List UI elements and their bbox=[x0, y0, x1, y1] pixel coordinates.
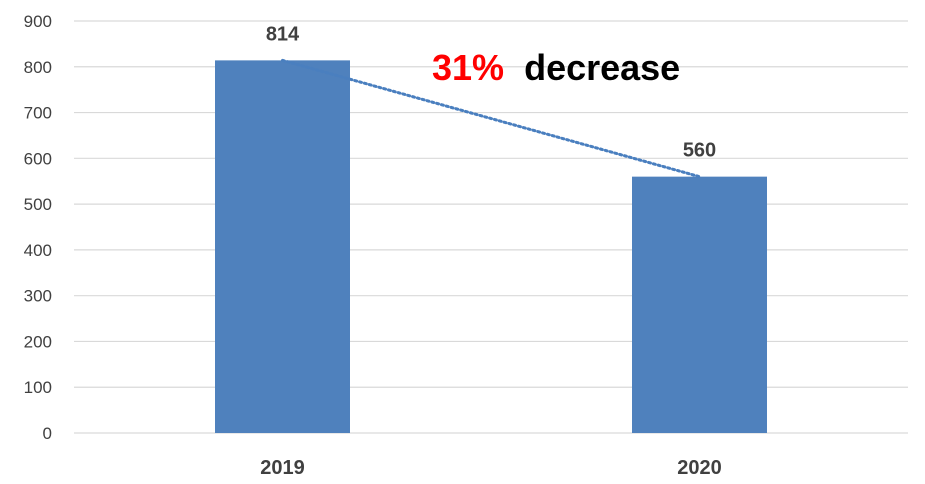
y-tick-label: 700 bbox=[24, 104, 52, 123]
data-labels: 814 560 bbox=[266, 23, 716, 161]
decrease-annotation: 31% decrease bbox=[432, 47, 680, 88]
bar-2019 bbox=[215, 60, 350, 433]
bar-2020 bbox=[632, 176, 767, 433]
trendline bbox=[281, 58, 701, 179]
y-tick-label: 300 bbox=[24, 287, 52, 306]
data-label-2019: 814 bbox=[266, 23, 300, 45]
trendline-group bbox=[281, 58, 701, 179]
data-label-2020: 560 bbox=[683, 140, 716, 162]
y-tick-label: 900 bbox=[24, 12, 52, 31]
annotation-text: decrease bbox=[524, 47, 680, 88]
y-tick-label: 800 bbox=[24, 58, 52, 77]
y-tick-label: 400 bbox=[24, 241, 52, 260]
x-tick-label: 2019 bbox=[260, 457, 305, 479]
y-tick-label: 100 bbox=[24, 378, 52, 397]
x-tick-label: 2020 bbox=[677, 457, 722, 479]
y-tick-label: 200 bbox=[24, 332, 52, 351]
annotation-highlight: 31% bbox=[432, 47, 504, 88]
y-tick-label: 0 bbox=[43, 424, 52, 443]
y-axis: 0 100 200 300 400 500 600 700 800 900 bbox=[24, 12, 52, 443]
gridlines bbox=[74, 20, 908, 434]
y-tick-label: 600 bbox=[24, 149, 52, 168]
bars bbox=[215, 60, 767, 433]
x-axis: 2019 2020 bbox=[260, 457, 722, 479]
y-tick-label: 500 bbox=[24, 195, 52, 214]
